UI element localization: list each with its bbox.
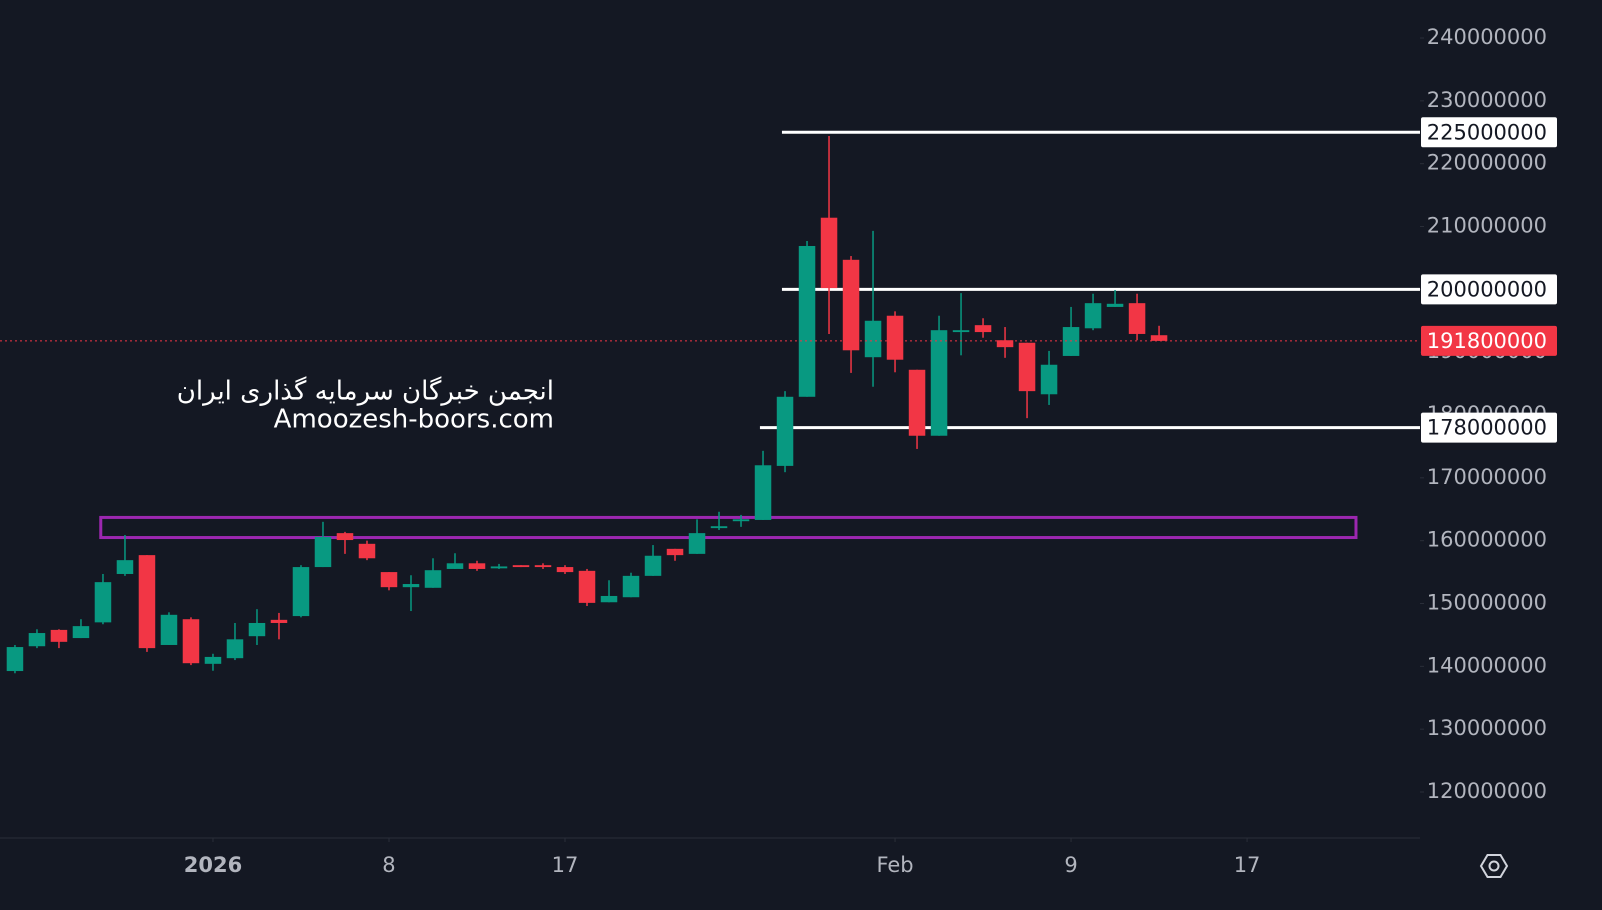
candle-body — [776, 396, 794, 466]
candle-body — [490, 566, 508, 569]
candle-body — [1150, 335, 1168, 341]
candle-body — [72, 626, 90, 639]
candle-body — [1128, 303, 1146, 334]
candle-body — [974, 325, 992, 333]
last-price-box — [1421, 325, 1557, 356]
candle-body — [1040, 364, 1058, 395]
y-tick-label: 120000000 — [1427, 779, 1547, 803]
candle-body — [1106, 303, 1124, 307]
y-tick-label: 150000000 — [1427, 591, 1547, 615]
watermark-line: Amoozesh-boors.com — [274, 405, 554, 435]
level-label-box — [1421, 412, 1557, 443]
candle-body — [94, 582, 112, 623]
y-tick-label: 220000000 — [1427, 151, 1547, 175]
candle-body — [930, 330, 948, 436]
candle-body — [908, 369, 926, 436]
candle-body — [1018, 342, 1036, 392]
y-tick-label: 170000000 — [1427, 465, 1547, 489]
candle-body — [160, 614, 178, 645]
candle-body — [842, 259, 860, 351]
candle-body — [820, 217, 838, 289]
candle-body — [28, 633, 46, 647]
candle-body — [600, 595, 618, 603]
candle-body — [6, 647, 24, 672]
x-tick-label: 8 — [382, 853, 395, 877]
candle-body — [622, 575, 640, 598]
candle-body — [248, 622, 266, 637]
candle-body — [666, 548, 684, 556]
candle-body — [116, 560, 134, 574]
last-price-label: 191800000 — [1427, 329, 1547, 353]
y-tick-label: 160000000 — [1427, 528, 1547, 552]
settings-hexagon[interactable] — [1479, 854, 1509, 878]
y-tick-label: 140000000 — [1427, 653, 1547, 677]
candle-body — [1084, 303, 1102, 329]
x-tick-label: 17 — [552, 853, 579, 877]
candle-body — [710, 526, 728, 529]
candle-body — [732, 519, 750, 522]
level-label-box — [1421, 117, 1557, 148]
level-label-box — [1421, 274, 1557, 305]
y-tick-label: 230000000 — [1427, 88, 1547, 112]
watermark-line: انجمن خبرگان سرمایه گذاری ایران — [177, 376, 554, 407]
candle-body — [402, 584, 420, 588]
candle-body — [578, 570, 596, 603]
candle-body — [556, 567, 574, 573]
candle-body — [996, 340, 1014, 348]
candle-body — [336, 533, 354, 541]
candle-body — [292, 567, 310, 617]
candle-body — [886, 315, 904, 360]
y-tick-label: 210000000 — [1427, 214, 1547, 238]
x-tick-label: 9 — [1064, 853, 1077, 877]
candle-body — [754, 465, 772, 520]
x-tick-label: Feb — [876, 853, 913, 877]
candle-body — [952, 330, 970, 333]
candle-body — [138, 555, 156, 649]
candle-body — [1062, 327, 1080, 356]
candle-body — [798, 245, 816, 397]
candle-body — [50, 629, 68, 642]
candle-body — [688, 533, 706, 554]
level-label: 200000000 — [1427, 277, 1547, 301]
y-tick-label: 130000000 — [1427, 716, 1547, 740]
x-tick-label: 17 — [1234, 853, 1261, 877]
candle-body — [358, 543, 376, 559]
x-tick-label: 2026 — [184, 853, 242, 877]
candle-body — [182, 619, 200, 664]
level-label: 225000000 — [1427, 120, 1547, 144]
y-tick-label: 240000000 — [1427, 25, 1547, 49]
zone — [99, 515, 1358, 540]
candle-body — [226, 639, 244, 659]
candle-body — [446, 563, 464, 569]
candle-body — [424, 570, 442, 588]
level-label: 178000000 — [1427, 416, 1547, 440]
candle-body — [270, 619, 288, 623]
settings-icon[interactable] — [1479, 854, 1509, 878]
candle-body — [864, 320, 882, 358]
candle-body — [204, 656, 222, 664]
settings-dot[interactable] — [1488, 860, 1500, 872]
candle-body — [534, 565, 552, 568]
candle-body — [468, 563, 486, 569]
candle-body — [314, 536, 332, 568]
candle-body — [512, 565, 530, 568]
candle-body — [644, 555, 662, 576]
candle-body — [380, 572, 398, 588]
